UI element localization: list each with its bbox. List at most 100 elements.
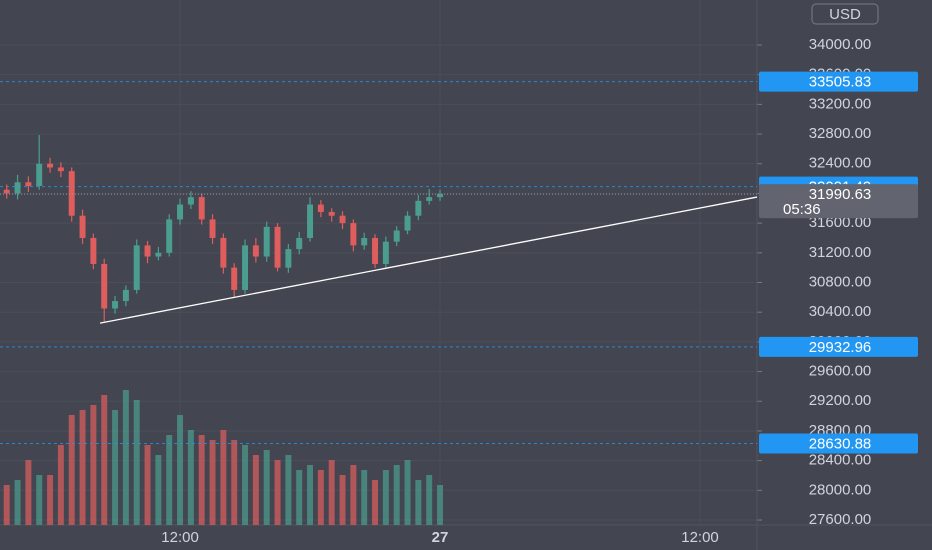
- y-tick-label: 31600.00: [809, 214, 872, 231]
- candle-body: [231, 267, 238, 290]
- volume-bar: [307, 465, 314, 525]
- y-tick-label: 33200.00: [809, 95, 872, 112]
- volume-bar: [220, 430, 227, 525]
- volume-bar: [404, 460, 411, 525]
- candle-body: [328, 211, 335, 216]
- price-line-box: [759, 71, 918, 92]
- candle-body: [274, 226, 281, 268]
- y-tick-label: 30400.00: [809, 303, 872, 320]
- volume-bar: [426, 475, 433, 525]
- x-tick-label: 27: [432, 529, 449, 546]
- candle-body: [317, 204, 324, 212]
- candle-body: [296, 237, 303, 250]
- candle-body: [25, 182, 32, 187]
- trendline: [99, 196, 758, 324]
- volume-bar: [101, 395, 108, 525]
- volume-bar: [372, 480, 379, 525]
- y-tick-label: 27600.00: [809, 511, 872, 528]
- candle-body: [415, 200, 422, 216]
- volume-bar: [231, 440, 238, 525]
- y-tick-label: 29600.00: [809, 363, 872, 380]
- candle-body: [285, 249, 292, 268]
- volume-bar: [155, 455, 162, 525]
- candle-body: [112, 301, 119, 309]
- candle-body: [133, 245, 140, 290]
- candle-body: [263, 226, 270, 257]
- price-line-label: 29932.96: [809, 339, 872, 356]
- candle-body: [155, 252, 162, 257]
- candle-body: [372, 237, 379, 264]
- candle-body: [177, 204, 184, 220]
- candle-body: [122, 289, 129, 302]
- candle-body: [437, 194, 444, 198]
- candle-body: [36, 163, 43, 187]
- candle-body: [79, 215, 86, 238]
- volume-bar: [187, 430, 194, 525]
- volume-bar: [36, 475, 43, 525]
- volume-bar: [177, 415, 184, 525]
- candle-body: [242, 245, 249, 290]
- volume-bar: [25, 460, 32, 525]
- volume-bar: [14, 480, 21, 525]
- candle-body: [187, 197, 194, 205]
- volume-bar: [209, 440, 216, 525]
- candle-body: [382, 241, 389, 264]
- volume-bar: [393, 465, 400, 525]
- volume-bar: [47, 475, 54, 525]
- volume-bar: [350, 465, 357, 525]
- y-tick-label: 34000.00: [809, 36, 872, 53]
- candle-body: [252, 245, 259, 257]
- x-tick-label: 12:00: [161, 529, 199, 546]
- candle-body: [350, 223, 357, 246]
- candle-body: [14, 182, 21, 194]
- volume-bar: [263, 450, 270, 525]
- volume-bar: [90, 405, 97, 525]
- candle-body: [220, 237, 227, 268]
- candle-body: [101, 263, 108, 309]
- candle-body: [393, 230, 400, 242]
- candle-body: [361, 237, 368, 246]
- volume-bar: [3, 485, 10, 525]
- volume-bar: [274, 460, 281, 525]
- y-tick-label: 32400.00: [809, 155, 872, 172]
- volume-bar: [133, 400, 140, 525]
- candle-body: [68, 171, 75, 216]
- currency-label[interactable]: USD: [829, 6, 861, 23]
- x-tick-label: 12:00: [681, 529, 719, 546]
- countdown-label: 05:36: [783, 201, 821, 218]
- y-tick-label: 32800.00: [809, 125, 872, 142]
- candle-body: [3, 189, 10, 194]
- volume-bar: [415, 480, 422, 525]
- price-line-label: 33505.83: [809, 74, 872, 91]
- y-tick-label: 30800.00: [809, 273, 872, 290]
- price-line-box: [759, 433, 918, 454]
- y-tick-label: 28400.00: [809, 452, 872, 469]
- volume-bar: [328, 460, 335, 525]
- y-tick-label: 28000.00: [809, 481, 872, 498]
- volume-bar: [198, 435, 205, 525]
- volume-bar: [112, 410, 119, 525]
- candle-body: [57, 167, 64, 172]
- price-line-label: 28630.88: [809, 435, 872, 452]
- volume-bar: [242, 445, 249, 525]
- currency-box[interactable]: [811, 3, 879, 25]
- volume-bar: [296, 470, 303, 525]
- volume-bar: [317, 470, 324, 525]
- volume-bar: [57, 445, 64, 525]
- candle-body: [198, 197, 205, 220]
- volume-bar: [144, 445, 151, 525]
- price-line-box: [759, 336, 918, 357]
- volume-bar: [79, 410, 86, 525]
- y-tick-label: 29200.00: [809, 392, 872, 409]
- volume-bar: [68, 415, 75, 525]
- candle-body: [426, 197, 433, 201]
- candle-body: [47, 163, 54, 168]
- candle-body: [166, 219, 173, 253]
- volume-bar: [437, 485, 444, 525]
- volume-bar: [252, 455, 259, 525]
- candle-body: [307, 204, 314, 238]
- candle-body: [404, 215, 411, 231]
